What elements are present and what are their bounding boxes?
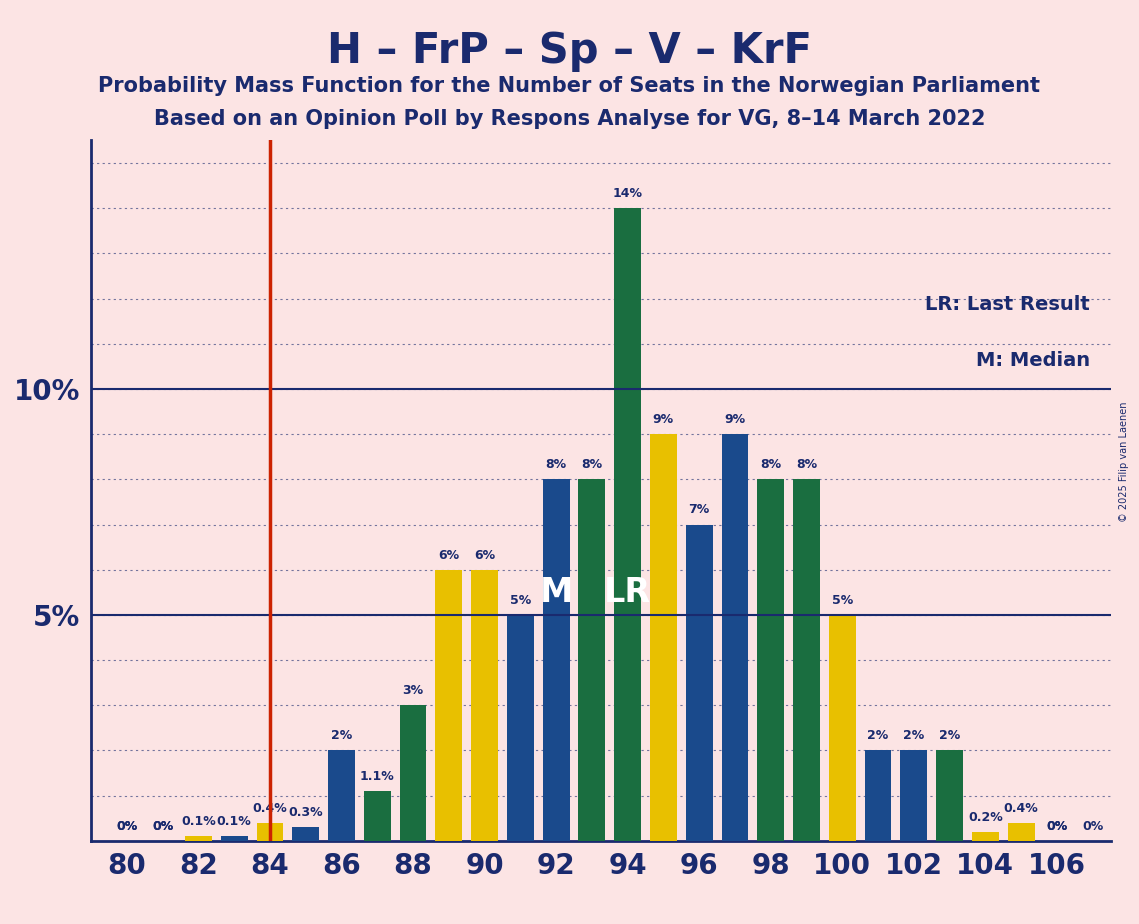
Text: 0%: 0% — [116, 820, 138, 833]
Text: 0%: 0% — [151, 820, 173, 833]
Text: 8%: 8% — [796, 458, 817, 471]
Text: M: M — [540, 576, 573, 609]
Text: 14%: 14% — [613, 187, 642, 201]
Text: 2%: 2% — [903, 729, 925, 742]
Text: Probability Mass Function for the Number of Seats in the Norwegian Parliament: Probability Mass Function for the Number… — [98, 76, 1041, 96]
Bar — [328, 750, 355, 841]
Bar — [614, 208, 641, 841]
Text: 9%: 9% — [653, 413, 674, 426]
Bar — [901, 750, 927, 841]
Bar — [865, 750, 892, 841]
Text: 7%: 7% — [689, 504, 710, 517]
Bar — [757, 480, 784, 841]
Text: 6%: 6% — [474, 549, 495, 562]
Text: 0.1%: 0.1% — [181, 815, 215, 828]
Text: 5%: 5% — [831, 594, 853, 607]
Text: 0.2%: 0.2% — [968, 810, 1002, 823]
Text: 0.4%: 0.4% — [253, 802, 287, 815]
Text: © 2025 Filip van Laenen: © 2025 Filip van Laenen — [1120, 402, 1129, 522]
Text: 0.3%: 0.3% — [288, 806, 323, 820]
Text: 2%: 2% — [330, 729, 352, 742]
Bar — [400, 705, 426, 841]
Bar — [256, 822, 284, 841]
Bar — [650, 434, 677, 841]
Text: 2%: 2% — [868, 729, 888, 742]
Bar — [829, 614, 855, 841]
Bar — [936, 750, 962, 841]
Text: 0%: 0% — [151, 820, 173, 833]
Bar — [579, 480, 605, 841]
Bar — [972, 832, 999, 841]
Text: 6%: 6% — [439, 549, 459, 562]
Bar — [363, 791, 391, 841]
Text: 0.4%: 0.4% — [1003, 802, 1039, 815]
Text: 8%: 8% — [581, 458, 603, 471]
Bar — [793, 480, 820, 841]
Text: 0%: 0% — [1047, 820, 1067, 833]
Text: 1.1%: 1.1% — [360, 770, 394, 783]
Text: 0.1%: 0.1% — [216, 815, 252, 828]
Text: LR: Last Result: LR: Last Result — [925, 295, 1090, 313]
Bar — [686, 525, 713, 841]
Text: LR: LR — [604, 576, 652, 609]
Text: 3%: 3% — [402, 684, 424, 697]
Text: H – FrP – Sp – V – KrF: H – FrP – Sp – V – KrF — [327, 30, 812, 71]
Text: 9%: 9% — [724, 413, 746, 426]
Text: 0%: 0% — [1047, 820, 1067, 833]
Text: 8%: 8% — [546, 458, 567, 471]
Text: M: Median: M: Median — [976, 350, 1090, 370]
Text: 5%: 5% — [510, 594, 531, 607]
Bar — [472, 570, 498, 841]
Bar — [293, 827, 319, 841]
Bar — [721, 434, 748, 841]
Text: Based on an Opinion Poll by Respons Analyse for VG, 8–14 March 2022: Based on an Opinion Poll by Respons Anal… — [154, 109, 985, 129]
Bar — [435, 570, 462, 841]
Text: 8%: 8% — [760, 458, 781, 471]
Bar — [221, 836, 247, 841]
Bar — [1008, 822, 1034, 841]
Text: 0%: 0% — [116, 820, 138, 833]
Text: 0%: 0% — [1082, 820, 1104, 833]
Bar — [507, 614, 534, 841]
Text: 2%: 2% — [939, 729, 960, 742]
Bar — [542, 480, 570, 841]
Bar — [185, 836, 212, 841]
